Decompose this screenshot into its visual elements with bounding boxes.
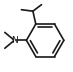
Text: N: N <box>11 36 18 45</box>
